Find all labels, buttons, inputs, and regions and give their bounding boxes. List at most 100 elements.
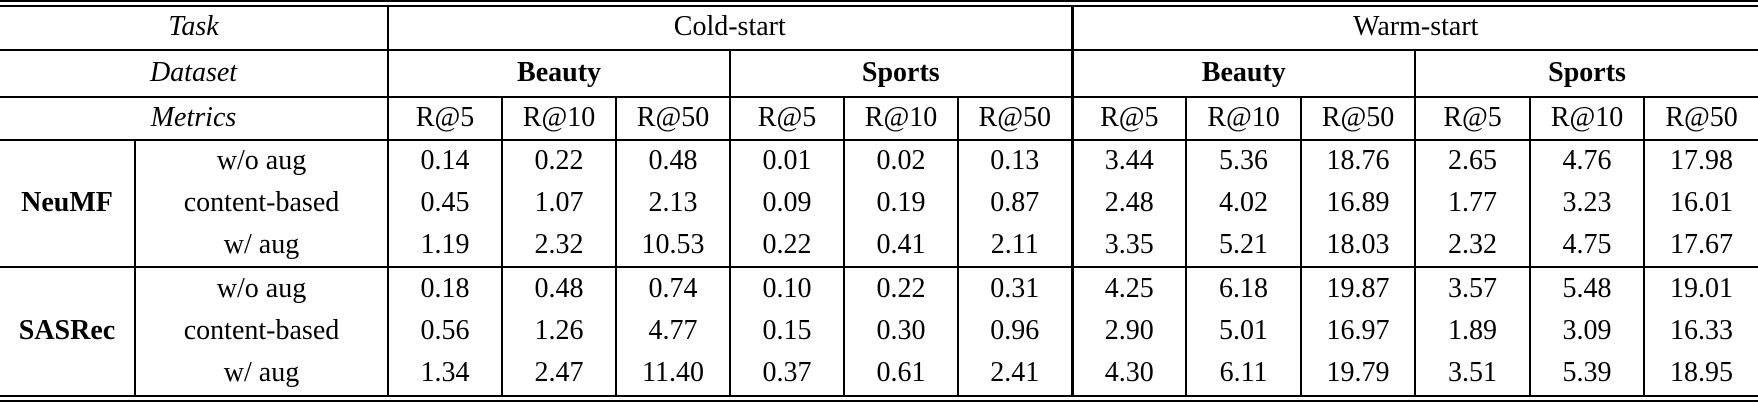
metric-value-cell: 0.87 (957, 182, 1073, 225)
metric-value-cell: 0.19 (843, 182, 959, 225)
metric-value-cell: 17.98 (1643, 139, 1758, 183)
warm-beauty-header: Beauty (1070, 49, 1416, 98)
metric-value-cell: 2.11 (957, 224, 1073, 268)
metric-value-cell: 1.34 (387, 352, 503, 395)
metric-value-cell: 3.57 (1414, 267, 1531, 310)
metric-value-cell: 3.09 (1529, 309, 1645, 353)
metric-value-cell: 0.22 (729, 224, 845, 268)
metric-header: R@5 (1414, 97, 1531, 140)
metric-value-cell: 0.74 (615, 267, 731, 310)
metric-value-cell: 5.36 (1185, 139, 1302, 183)
cold-sports-header: Sports (729, 49, 1073, 98)
table-row: w/ aug 1.19 2.32 10.53 0.22 0.41 2.11 3.… (0, 224, 1758, 268)
metric-value-cell: 3.51 (1414, 352, 1531, 395)
variant-label: w/ aug (223, 229, 300, 261)
metric-value-cell: 0.56 (387, 309, 503, 353)
metric-value-cell: 3.23 (1529, 182, 1645, 225)
metric-value-cell: 16.97 (1300, 309, 1416, 353)
warm-sports-header: Sports (1414, 49, 1758, 98)
metrics-row: Metrics R@5 R@10 R@50 R@5 R@10 R@50 R@5 … (0, 97, 1758, 140)
table-row: content-based 0.45 1.07 2.13 0.09 0.19 0… (0, 182, 1758, 225)
table-row: NeuMF w/o aug 0.14 0.22 0.48 0.01 0.02 0… (0, 139, 1758, 268)
metric-value-cell: 4.30 (1070, 352, 1187, 395)
metric-value-cell: 1.89 (1414, 309, 1531, 353)
metric-value-cell: 2.32 (1414, 224, 1531, 268)
task-row-label: Task (168, 11, 219, 43)
metric-value-cell: 17.67 (1643, 224, 1758, 268)
metric-value-cell: 0.13 (957, 139, 1073, 183)
variant-label: w/o aug (216, 272, 307, 304)
metric-value-cell: 16.01 (1643, 182, 1758, 225)
metric-header: R@50 (615, 97, 731, 140)
metric-value-cell: 4.76 (1529, 139, 1645, 183)
cold-beauty-header: Beauty (387, 49, 731, 98)
table-row: SASRec w/o aug 0.18 0.48 0.74 0.10 0.22 … (0, 267, 1758, 395)
metric-value-cell: 1.19 (387, 224, 503, 268)
metric-header: R@10 (1185, 97, 1302, 140)
metric-value-cell: 19.79 (1300, 352, 1416, 395)
table-row: w/ aug 1.34 2.47 11.40 0.37 0.61 2.41 4.… (0, 352, 1758, 395)
metric-value-cell: 2.13 (615, 182, 731, 225)
metric-value-cell: 0.30 (843, 309, 959, 353)
metric-value-cell: 0.48 (615, 139, 731, 183)
task-cold-start-header: Cold-start (387, 7, 1073, 50)
metric-header: R@50 (1300, 97, 1416, 140)
metric-header: R@5 (387, 97, 503, 140)
metric-value-cell: 5.39 (1529, 352, 1645, 395)
variant-label: w/o aug (216, 145, 307, 177)
results-table: Task Cold-start Warm-start Dataset Beaut… (0, 7, 1758, 395)
metric-header: R@50 (957, 97, 1073, 140)
metric-value-cell: 5.01 (1185, 309, 1302, 353)
metric-value-cell: 1.26 (501, 309, 617, 353)
metric-value-cell: 4.02 (1185, 182, 1302, 225)
task-row: Task Cold-start Warm-start (0, 7, 1758, 50)
metric-value-cell: 5.21 (1185, 224, 1302, 268)
model-name-neumf: NeuMF (0, 139, 136, 268)
metric-value-cell: 2.47 (501, 352, 617, 395)
metric-value-cell: 19.87 (1300, 267, 1416, 310)
metric-value-cell: 0.31 (957, 267, 1073, 310)
metric-value-cell: 0.01 (729, 139, 845, 183)
metric-value-cell: 11.40 (615, 352, 731, 395)
metric-value-cell: 0.96 (957, 309, 1073, 353)
metric-value-cell: 0.37 (729, 352, 845, 395)
metric-value-cell: 4.25 (1070, 267, 1187, 310)
metric-value-cell: 10.53 (615, 224, 731, 268)
metric-header: R@10 (843, 97, 959, 140)
metric-value-cell: 6.18 (1185, 267, 1302, 310)
metric-value-cell: 0.02 (843, 139, 959, 183)
variant-label: content-based (183, 187, 340, 219)
metric-value-cell: 3.44 (1070, 139, 1187, 183)
metric-value-cell: 1.07 (501, 182, 617, 225)
metric-value-cell: 0.22 (501, 139, 617, 183)
metric-value-cell: 4.75 (1529, 224, 1645, 268)
metric-value-cell: 0.45 (387, 182, 503, 225)
metric-header: R@5 (729, 97, 845, 140)
model-name-sasrec: SASRec (0, 267, 136, 395)
metric-value-cell: 0.61 (843, 352, 959, 395)
metric-value-cell: 1.77 (1414, 182, 1531, 225)
metric-header: R@10 (501, 97, 617, 140)
metric-header: R@5 (1070, 97, 1187, 140)
metric-value-cell: 2.32 (501, 224, 617, 268)
metric-value-cell: 0.10 (729, 267, 845, 310)
variant-label: w/ aug (223, 357, 300, 389)
metric-value-cell: 6.11 (1185, 352, 1302, 395)
dataset-row-label: Dataset (149, 56, 238, 88)
metric-value-cell: 16.89 (1300, 182, 1416, 225)
metric-value-cell: 2.65 (1414, 139, 1531, 183)
metric-value-cell: 18.76 (1300, 139, 1416, 183)
metric-value-cell: 0.18 (387, 267, 503, 310)
metric-value-cell: 0.48 (501, 267, 617, 310)
metric-header: R@10 (1529, 97, 1645, 140)
metric-value-cell: 0.14 (387, 139, 503, 183)
table-row: content-based 0.56 1.26 4.77 0.15 0.30 0… (0, 309, 1758, 353)
metric-value-cell: 0.09 (729, 182, 845, 225)
metric-header: R@50 (1643, 97, 1758, 140)
metric-value-cell: 0.15 (729, 309, 845, 353)
metric-value-cell: 19.01 (1643, 267, 1758, 310)
metric-value-cell: 4.77 (615, 309, 731, 353)
metrics-row-label: Metrics (150, 102, 237, 134)
results-table-inner-rule: Task Cold-start Warm-start Dataset Beaut… (0, 5, 1758, 397)
